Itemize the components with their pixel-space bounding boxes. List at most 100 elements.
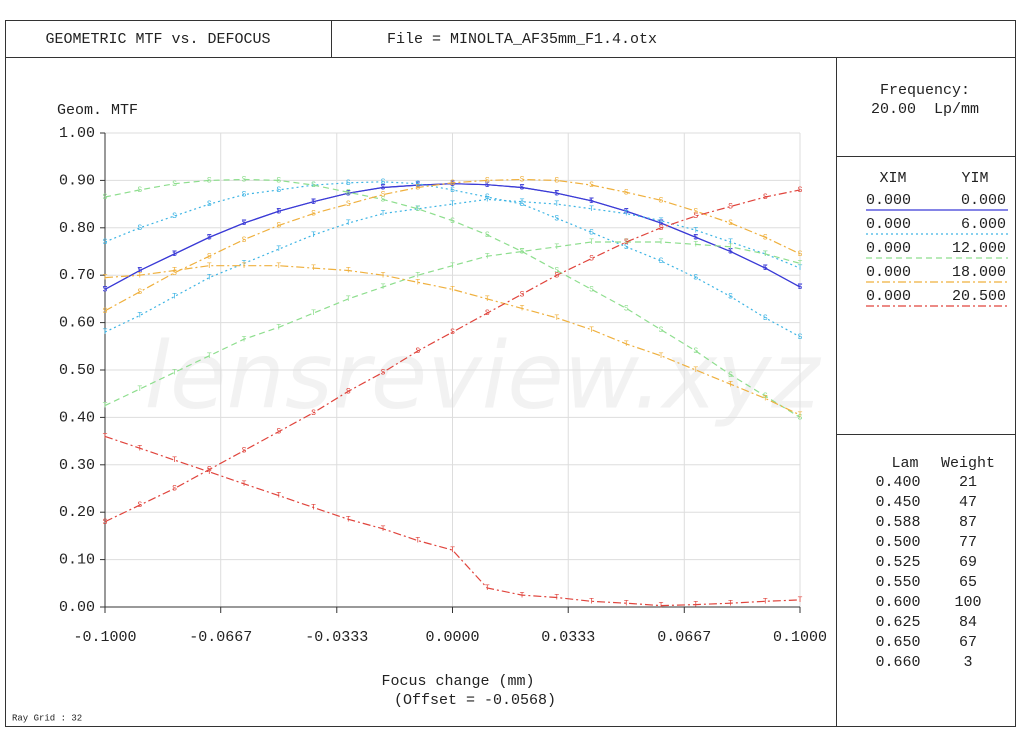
curve-marker: S [589,197,594,206]
curve-marker: S [624,304,629,313]
frequency-label: Frequency: [880,82,970,99]
curve-marker: T [381,525,386,534]
curve-marker: S [728,248,733,257]
mtf-curve [104,178,801,418]
mtf-curve [104,265,801,416]
curve-marker: S [311,181,316,190]
curve-marker: T [728,380,733,389]
curve-marker: T [659,352,664,361]
curve-marker: T [554,594,559,603]
curve-marker: T [311,504,316,513]
curve-marker: T [242,262,247,271]
curve-marker: T [346,219,351,228]
curve-marker: T [728,238,733,247]
curve-marker: S [242,236,247,245]
curve-marker: T [103,286,108,295]
curve-marker: S [520,176,525,185]
curve-marker: T [137,312,142,321]
curve-marker: S [172,212,177,221]
curve-marker: T [624,210,629,219]
y-tick-label: 0.20 [59,504,95,521]
curve-marker: S [242,219,247,228]
curve-marker: S [798,250,803,259]
curve-marker: S [207,200,212,209]
curve-marker: T [172,267,177,276]
curve-marker: T [589,597,594,606]
curve-marker: T [415,278,420,287]
curve-marker: S [659,224,664,233]
curve-marker: T [450,180,455,189]
curve-marker: T [728,243,733,252]
curve-marker: S [450,180,455,189]
header-title: GEOMETRIC MTF vs. DEFOCUS [45,31,270,48]
curve-marker: S [554,214,559,223]
field-header: XIM [879,170,906,187]
curve-marker: T [763,597,768,606]
weight: 47 [959,494,977,511]
curve-marker: S [798,283,803,292]
curve-marker: T [276,262,281,271]
wavelength: 0.525 [875,554,920,571]
curve-marker: S [589,255,594,264]
curve-marker: T [103,274,108,283]
curve-marker: T [520,198,525,207]
y-tick-label: 0.40 [59,409,95,426]
curve-marker: S [763,193,768,202]
curve-marker: S [415,205,420,214]
curve-marker: T [137,271,142,280]
curve-marker: S [798,333,803,342]
curve-marker: S [554,267,559,276]
curve-marker: T [763,395,768,404]
legend-xim: 0.000 [866,288,911,305]
curve-marker: T [659,217,664,226]
wavelength: 0.660 [875,654,920,671]
curve-marker: T [520,304,525,313]
curve-marker: S [485,181,490,190]
curve-marker: S [659,257,664,266]
curve-marker: S [554,189,559,198]
curve-marker: S [415,180,420,189]
curve-marker: S [798,186,803,195]
curve-marker: S [693,233,698,242]
curve-marker: T [276,245,281,254]
curve-marker: T [693,226,698,235]
curve-marker: S [381,184,386,193]
curve-marker: T [485,295,490,304]
curve-marker: S [103,238,108,247]
curve-marker: T [693,366,698,375]
wavelength: 0.400 [875,474,920,491]
weight: 3 [963,654,972,671]
curve-marker: T [624,340,629,349]
curve-marker: T [311,198,316,207]
x-tick-label: -0.0667 [189,629,252,646]
curve-marker: S [415,181,420,190]
weight: 65 [959,574,977,591]
curve-marker: S [450,217,455,226]
wavelength-header: Weight [941,455,995,472]
wavelength: 0.650 [875,634,920,651]
frequency-value: 20.00 Lp/mm [871,101,979,118]
outer-border [5,20,1016,727]
curve-marker: S [137,186,142,195]
curve-marker: T [589,326,594,335]
curve-marker: S [485,309,490,318]
field-header: YIM [961,170,988,187]
weight: 87 [959,514,977,531]
curve-marker: T [450,262,455,271]
curve-marker: S [207,466,212,475]
curve-marker: S [659,196,664,205]
weight: 100 [954,594,981,611]
curve-marker: S [624,238,629,247]
curve-marker: T [311,309,316,318]
weight: 67 [959,634,977,651]
legend-yim: 0.000 [961,192,1006,209]
curve-marker: T [624,599,629,608]
curve-marker: T [276,492,281,501]
y-tick-label: 0.50 [59,362,95,379]
curve-marker: T [242,335,247,344]
curve-marker: T [415,271,420,280]
curve-marker: T [798,283,803,292]
curve-marker: T [485,252,490,261]
curve-marker: S [450,179,455,188]
